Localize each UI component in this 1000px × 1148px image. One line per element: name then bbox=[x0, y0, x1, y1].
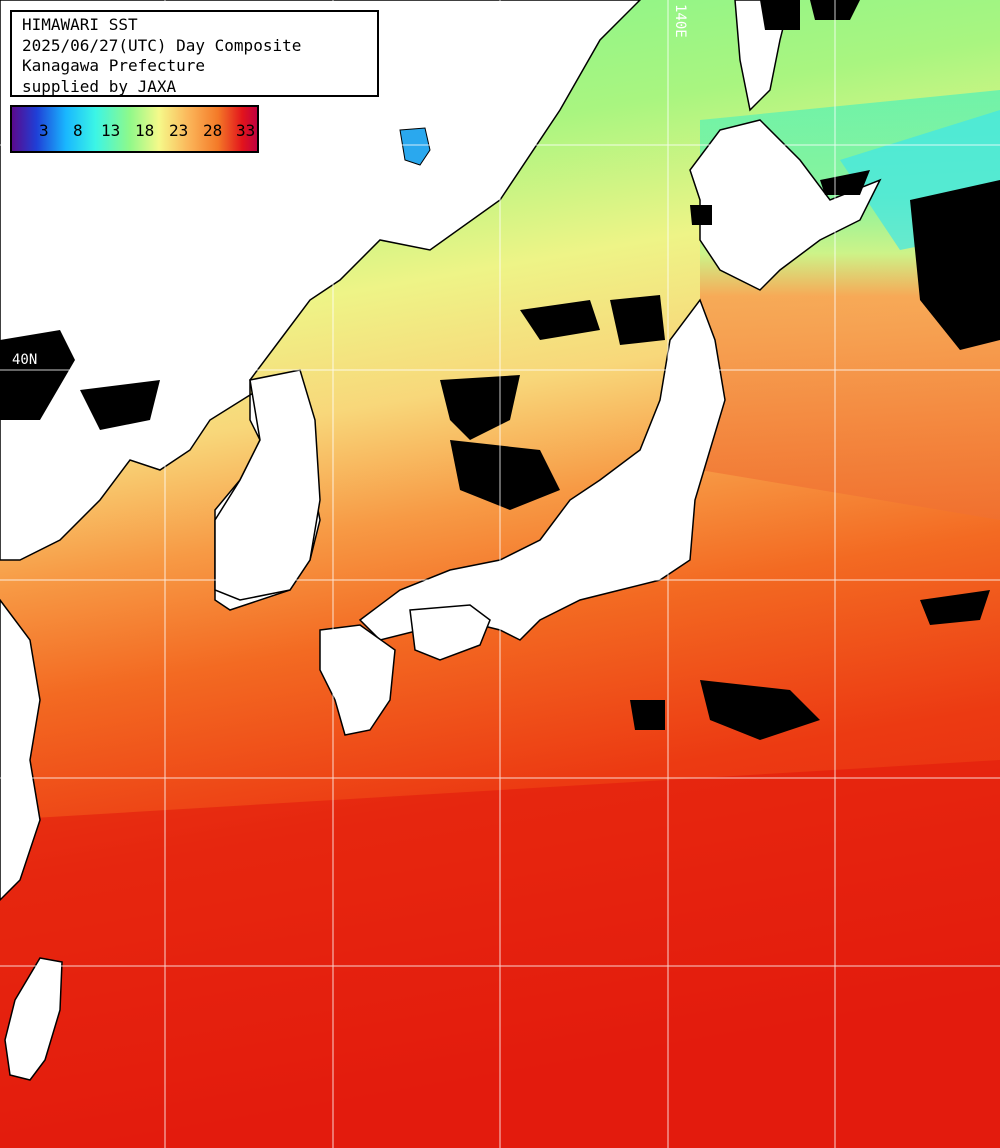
temperature-legend: 3 8 13 18 23 28 33 bbox=[10, 105, 259, 153]
legend-tick: 33 bbox=[236, 121, 256, 140]
date-composite: 2025/06/27(UTC) Day Composite bbox=[22, 35, 302, 55]
legend-tick: 18 bbox=[135, 121, 155, 140]
land-taiwan bbox=[4, 957, 63, 1081]
data-source: supplied by JAXA bbox=[22, 76, 177, 96]
land-china-coast bbox=[0, 598, 41, 902]
land-kyushu bbox=[319, 624, 396, 736]
cloud-mask bbox=[0, 0, 1000, 740]
legend-tick: 3 bbox=[39, 121, 49, 140]
longitude-label: 140E bbox=[672, 4, 688, 38]
latitude-label: 40N bbox=[12, 352, 38, 368]
legend-tick: 23 bbox=[169, 121, 189, 140]
cold-water-patch bbox=[399, 127, 431, 166]
land-korea bbox=[214, 369, 321, 601]
legend-tick: 13 bbox=[101, 121, 121, 140]
legend-tick: 28 bbox=[203, 121, 223, 140]
region-name: Kanagawa Prefecture bbox=[22, 56, 206, 75]
land-shikoku bbox=[409, 604, 491, 661]
map-info-box: HIMAWARI SST 2025/06/27(UTC) Day Composi… bbox=[10, 10, 379, 97]
legend-tick: 8 bbox=[73, 121, 83, 140]
product-title: HIMAWARI SST bbox=[22, 15, 138, 34]
